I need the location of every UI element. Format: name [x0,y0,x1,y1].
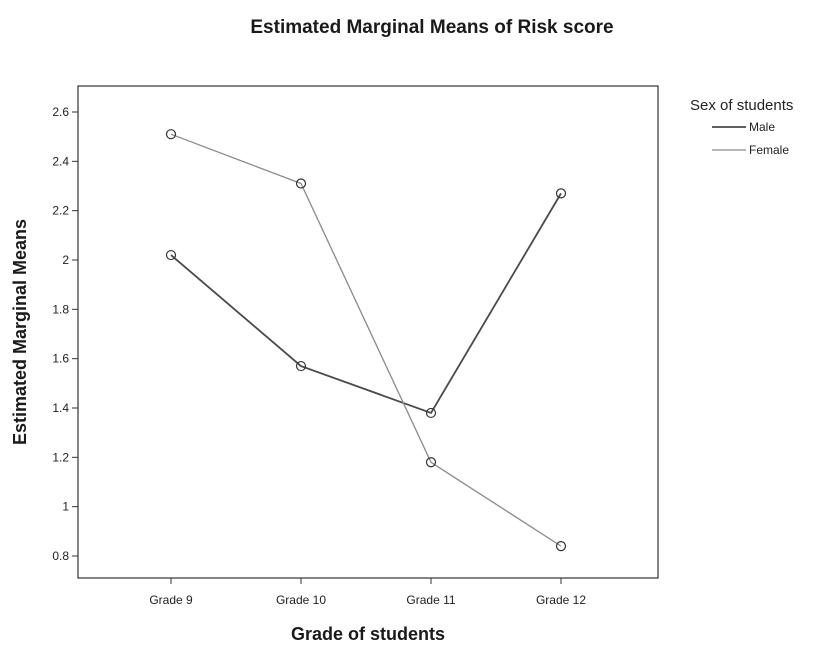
data-point-female [295,178,307,189]
data-point-male [295,360,307,372]
legend-label-male: Male [749,120,775,134]
y-tick-label: 2.4 [52,154,69,168]
y-tick-label: 2.6 [52,105,69,119]
data-point-male [165,249,177,261]
y-tick-label: 1.4 [52,401,69,415]
data-point-male [425,407,437,419]
y-axis: 0.8 1 1.2 1.4 1.6 1.8 2 2.2 2.4 2.6 [52,105,78,563]
plot-frame [77,85,659,579]
chart-title: Estimated Marginal Means of Risk score [250,17,613,38]
data-point-male [555,188,567,199]
x-tick-label: Grade 12 [536,593,586,607]
series-male [165,188,567,419]
series-female [165,129,567,552]
x-axis: Grade 9 Grade 10 Grade 11 Grade 12 [149,578,586,607]
y-tick-label: 2 [62,253,69,267]
x-tick-label: Grade 11 [406,593,455,607]
data-point-female [555,541,567,552]
x-tick-label: Grade 9 [149,593,193,607]
y-tick-label: 1.8 [52,302,69,316]
x-axis-title: Grade of students [291,624,445,644]
data-point-female [425,457,437,468]
y-tick-label: 1.6 [52,352,69,366]
legend-title: Sex of students [690,97,793,114]
legend-label-female: Female [749,143,789,157]
x-tick-label: Grade 10 [276,593,326,607]
series-layer [165,129,567,552]
y-tick-label: 1.2 [52,450,69,464]
y-tick-label: 1 [62,500,69,514]
series-line-female [170,133,562,547]
y-tick-label: 0.8 [52,549,69,563]
y-tick-label: 2.2 [52,204,69,218]
series-line-male [170,192,562,415]
legend: Sex of students Male Female [690,97,793,157]
data-point-female [165,129,177,140]
y-axis-title: Estimated Marginal Means [10,219,30,445]
